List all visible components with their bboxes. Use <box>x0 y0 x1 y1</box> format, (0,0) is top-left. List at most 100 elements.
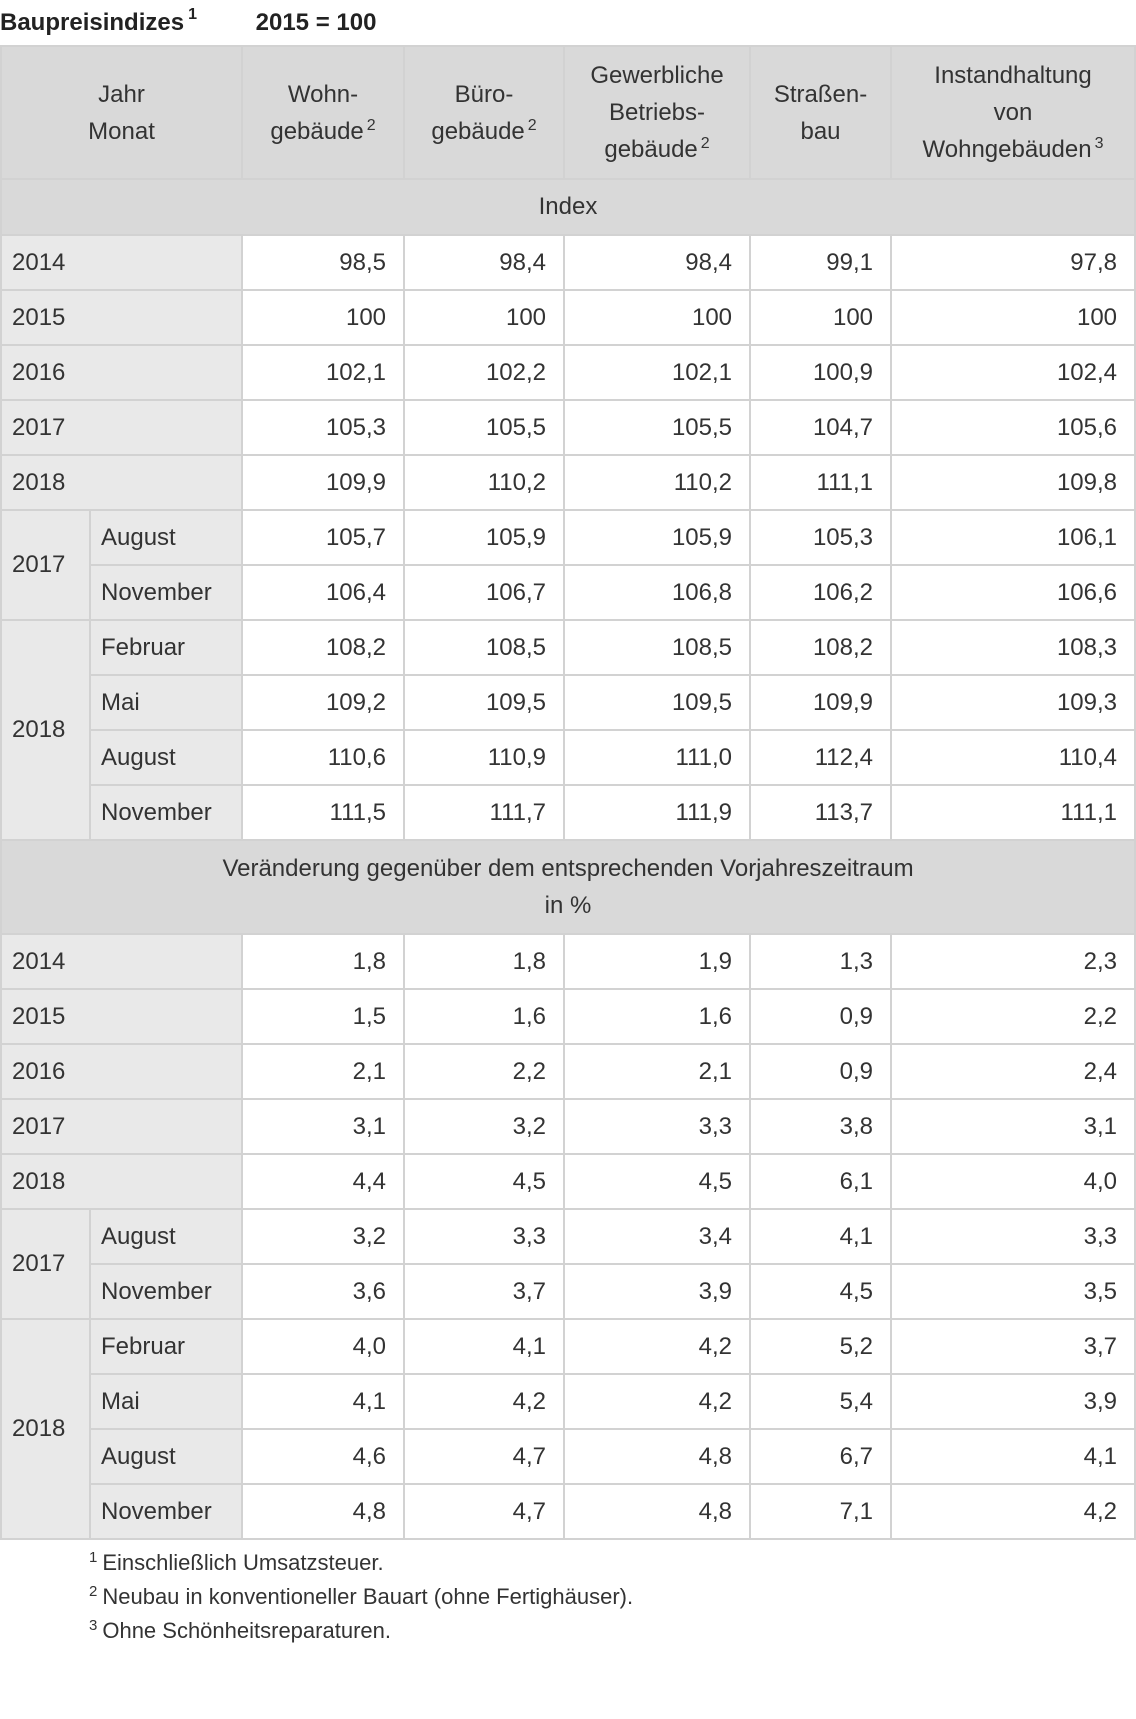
value-cell: 111,1 <box>890 784 1136 841</box>
value-cell: 4,5 <box>563 1153 752 1210</box>
value-cell: 4,6 <box>241 1428 406 1485</box>
header-label-line: Betriebs- <box>608 99 706 126</box>
value-cell: 4,0 <box>890 1153 1136 1210</box>
value-cell: 108,5 <box>563 619 752 676</box>
value-cell: 3,9 <box>563 1263 752 1320</box>
table-row: 2014 98,5 98,4 98,4 99,1 97,8 <box>0 234 1136 291</box>
value-cell: 105,5 <box>403 399 566 456</box>
value-cell: 110,2 <box>403 454 566 511</box>
table-title: Baupreisindizes 1 2015 = 100 <box>0 0 1136 45</box>
value-cell: 3,3 <box>403 1208 566 1265</box>
value-cell: 110,9 <box>403 729 566 786</box>
section-title-line: Index <box>538 193 598 220</box>
year-label: 2018 <box>0 1153 244 1210</box>
footnote-ref: 3 <box>89 1616 98 1634</box>
value-cell: 100 <box>749 289 893 346</box>
value-cell: 109,3 <box>890 674 1136 731</box>
value-cell: 110,4 <box>890 729 1136 786</box>
value-cell: 2,2 <box>890 988 1136 1045</box>
value-cell: 1,6 <box>563 988 752 1045</box>
table-row: August 4,6 4,7 4,8 6,7 4,1 <box>1 1428 1136 1485</box>
header-label-line: Gewerbliche <box>590 62 724 89</box>
value-cell: 100,9 <box>749 344 893 401</box>
value-cell: 106,1 <box>890 509 1136 566</box>
value-cell: 111,1 <box>749 454 893 511</box>
value-cell: 100 <box>563 289 752 346</box>
price-index-table: Jahr Monat Wohn- gebäude 2 Büro- gebäude 2… <box>0 45 1136 1540</box>
value-cell: 3,2 <box>403 1098 566 1155</box>
value-cell: 100 <box>890 289 1136 346</box>
value-cell: 108,3 <box>890 619 1136 676</box>
value-cell: 6,1 <box>749 1153 893 1210</box>
value-cell: 98,5 <box>241 234 406 291</box>
header-label-line: Jahr <box>98 80 145 108</box>
value-cell: 5,4 <box>749 1373 893 1430</box>
value-cell: 109,9 <box>241 454 406 511</box>
value-cell: 102,2 <box>403 344 566 401</box>
group-year-label: 2018 <box>0 619 91 841</box>
value-cell: 109,9 <box>749 674 893 731</box>
value-cell: 98,4 <box>563 234 752 291</box>
table-row: 2018 Februar 4,0 4,1 4,2 5,2 3,7 <box>0 1318 1136 1540</box>
value-cell: 3,4 <box>563 1208 752 1265</box>
table-row: 2016 2,1 2,2 2,1 0,9 2,4 <box>0 1043 1136 1100</box>
value-cell: 0,9 <box>749 988 893 1045</box>
value-cell: 97,8 <box>890 234 1136 291</box>
value-cell: 4,2 <box>890 1483 1136 1540</box>
month-label: August <box>88 509 244 566</box>
value-cell: 3,3 <box>563 1098 752 1155</box>
table-row: 2018 109,9 110,2 110,2 111,1 109,8 <box>0 454 1136 511</box>
footnote: 2 Neubau in konventioneller Bauart (ohne … <box>89 1580 1136 1614</box>
value-cell: 4,2 <box>563 1373 752 1430</box>
year-label: 2015 <box>0 289 244 346</box>
year-label: 2014 <box>0 234 244 291</box>
footnote-ref: 1 <box>89 1548 98 1566</box>
value-cell: 1,9 <box>563 933 752 990</box>
header-year-month: Jahr Monat <box>0 45 244 180</box>
footnote-text: Ohne Schönheitsreparaturen. <box>102 1618 391 1643</box>
value-cell: 108,2 <box>241 619 406 676</box>
table-row: 2015 1,5 1,6 1,6 0,9 2,2 <box>0 988 1136 1045</box>
value-cell: 111,9 <box>563 784 752 841</box>
header-column: Wohn- gebäude 2 <box>241 45 406 180</box>
value-cell: 100 <box>241 289 406 346</box>
table-row: 2018 4,4 4,5 4,5 6,1 4,0 <box>0 1153 1136 1210</box>
value-cell: 3,2 <box>241 1208 406 1265</box>
header-label-line: gebäude <box>431 117 525 145</box>
title-text: Baupreisindizes <box>0 9 185 36</box>
header-label-line: Straßen- <box>773 80 868 108</box>
value-cell: 1,3 <box>749 933 893 990</box>
value-cell: 7,1 <box>749 1483 893 1540</box>
year-label: 2017 <box>0 1098 244 1155</box>
value-cell: 105,3 <box>241 399 406 456</box>
table-row: 2014 1,8 1,8 1,9 1,3 2,3 <box>0 933 1136 990</box>
header-column: Instandhaltung von Wohngebäuden 3 <box>890 45 1136 180</box>
value-cell: 104,7 <box>749 399 893 456</box>
value-cell: 102,1 <box>563 344 752 401</box>
header-column: Straßen- bau <box>749 45 893 180</box>
value-cell: 105,7 <box>241 509 406 566</box>
value-cell: 112,4 <box>749 729 893 786</box>
value-cell: 109,5 <box>563 674 752 731</box>
month-label: November <box>88 1263 244 1320</box>
year-label: 2016 <box>0 1043 244 1100</box>
value-cell: 100 <box>403 289 566 346</box>
footnote-text: Neubau in konventioneller Bauart (ohne F… <box>102 1584 634 1609</box>
table-row: 2017 August 105,7 105,9 105,9 105,3 106,1 <box>0 509 1136 621</box>
footnote-ref: 2 <box>89 1582 98 1600</box>
header-column: Gewerbliche Betriebs- gebäude 2 <box>563 45 752 180</box>
value-cell: 4,1 <box>890 1428 1136 1485</box>
month-label: August <box>88 1428 244 1485</box>
value-cell: 3,7 <box>890 1318 1136 1375</box>
footnote: 1 Einschließlich Umsatzsteuer. <box>89 1546 1136 1580</box>
value-cell: 4,7 <box>403 1428 566 1485</box>
header-footnote-ref: 2 <box>700 135 710 152</box>
section-title-line: Veränderung gegenüber dem entsprechenden… <box>222 855 914 882</box>
value-cell: 102,1 <box>241 344 406 401</box>
value-cell: 3,1 <box>890 1098 1136 1155</box>
value-cell: 108,5 <box>403 619 566 676</box>
header-footnote-ref: 2 <box>527 116 537 134</box>
header-column: Büro- gebäude 2 <box>403 45 566 180</box>
value-cell: 105,9 <box>403 509 566 566</box>
table-row: 2017 August 3,2 3,3 3,4 4,1 3,3 <box>0 1208 1136 1320</box>
